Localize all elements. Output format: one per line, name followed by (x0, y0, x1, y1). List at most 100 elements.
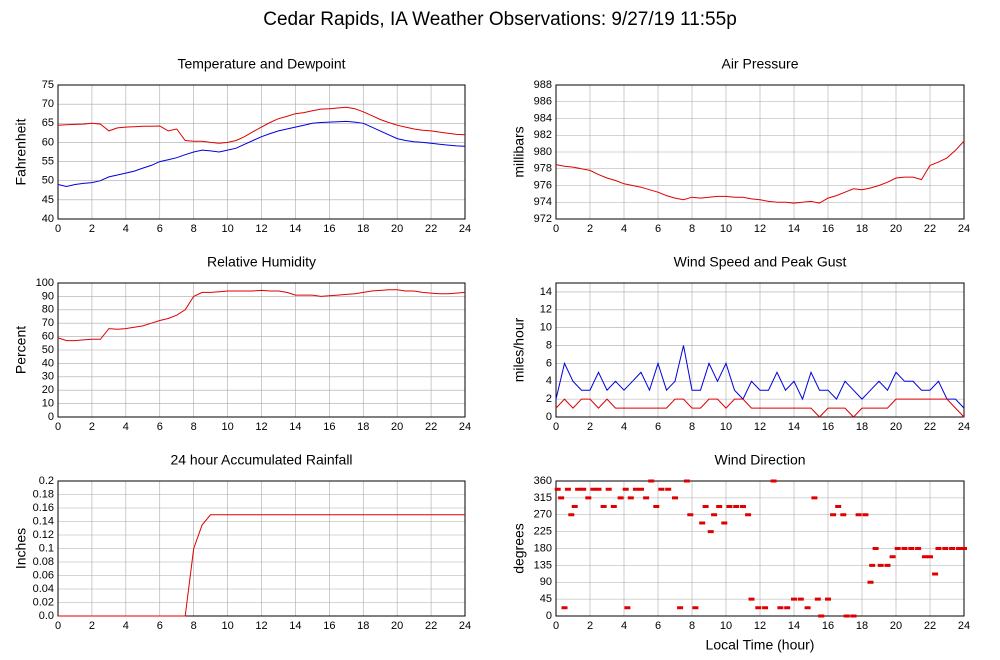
data-point (777, 606, 784, 610)
y-tick-label: 6 (546, 357, 552, 369)
data-point (638, 487, 644, 491)
panel-title: Temperature and Dewpoint (177, 56, 345, 72)
x-tick-label: 4 (123, 421, 129, 433)
data-point (627, 496, 634, 500)
data-point (665, 487, 672, 491)
x-tick-label: 6 (655, 620, 661, 632)
y-tick-label: 0.04 (33, 583, 54, 595)
data-point (683, 479, 690, 483)
y-tick-label: 4 (546, 375, 552, 387)
data-point (814, 597, 821, 601)
x-tick-label: 0 (553, 620, 559, 632)
x-tick-label: 4 (621, 223, 627, 235)
x-tick-label: 6 (157, 223, 163, 235)
y-tick-label: 100 (36, 277, 54, 289)
y-tick-label: 0.1 (39, 542, 54, 554)
data-point (745, 513, 752, 517)
y-tick-label: 0.12 (33, 529, 54, 541)
x-tick-label: 14 (788, 223, 800, 235)
x-tick-label: 10 (221, 620, 233, 632)
x-tick-label: 22 (425, 421, 437, 433)
data-point (770, 479, 777, 483)
y-axis-label: millibars (511, 126, 527, 177)
x-tick-label: 2 (89, 620, 95, 632)
data-point (932, 572, 939, 576)
data-point (762, 606, 769, 610)
x-tick-label: 16 (822, 620, 834, 632)
y-tick-label: 982 (534, 129, 552, 141)
y-tick-label: 0 (48, 411, 54, 423)
data-point (740, 505, 746, 508)
y-tick-label: 14 (540, 286, 552, 298)
x-tick-label: 18 (357, 223, 369, 235)
data-point (692, 606, 699, 610)
y-tick-label: 980 (534, 146, 552, 158)
x-tick-label: 10 (221, 223, 233, 235)
x-tick-label: 18 (357, 620, 369, 632)
data-point (580, 487, 587, 491)
data-point (687, 513, 694, 517)
data-point (707, 530, 714, 534)
page-title: Cedar Rapids, IA Weather Observations: 9… (263, 9, 737, 30)
x-tick-label: 20 (890, 421, 902, 433)
data-point (818, 614, 825, 618)
y-tick-label: 45 (540, 593, 552, 605)
y-tick-label: 988 (534, 79, 552, 91)
y-tick-label: 986 (534, 96, 552, 108)
y-tick-label: 0.16 (33, 502, 54, 514)
data-point (927, 555, 933, 559)
y-tick-label: 0.02 (33, 596, 54, 608)
y-axis-label: degrees (511, 523, 527, 574)
y-tick-label: 0.08 (33, 556, 54, 568)
y-axis-label: Inches (13, 528, 29, 569)
y-tick-label: 40 (42, 213, 54, 225)
x-tick-label: 6 (157, 620, 163, 632)
y-tick-label: 0 (546, 610, 552, 622)
y-axis-label: miles/hour (511, 317, 527, 382)
data-point (869, 563, 876, 567)
data-point (894, 547, 901, 550)
x-tick-label: 20 (890, 223, 902, 235)
y-tick-label: 0.18 (33, 488, 54, 500)
data-point (595, 487, 602, 491)
y-tick-label: 65 (42, 117, 54, 129)
y-tick-label: 55 (42, 155, 54, 167)
data-line (555, 398, 965, 418)
data-point (554, 487, 561, 491)
data-point (843, 614, 850, 618)
data-point (862, 513, 869, 517)
data-point (622, 487, 629, 491)
data-point (804, 606, 811, 610)
data-point (872, 547, 879, 550)
data-point (830, 513, 837, 517)
data-point (648, 479, 655, 483)
y-tick-label: 135 (534, 559, 552, 571)
y-tick-label: 90 (42, 290, 54, 302)
x-tick-label: 0 (553, 223, 559, 235)
data-point (784, 606, 791, 610)
data-point (726, 505, 733, 508)
data-point (711, 513, 718, 517)
data-point (699, 521, 706, 525)
data-point (755, 606, 762, 610)
y-tick-label: 40 (42, 357, 54, 369)
x-tick-label: 16 (822, 223, 834, 235)
x-tick-label: 8 (191, 223, 197, 235)
data-point (568, 513, 575, 517)
x-tick-label: 20 (391, 620, 403, 632)
x-tick-label: 6 (655, 223, 661, 235)
x-tick-label: 2 (587, 620, 593, 632)
data-point (643, 496, 650, 500)
data-point (585, 496, 592, 500)
data-point (721, 521, 728, 525)
data-point (850, 614, 857, 618)
data-line (57, 120, 466, 188)
panel-title: Wind Speed and Peak Gust (674, 254, 847, 270)
x-tick-label: 24 (958, 223, 970, 235)
y-tick-label: 60 (42, 136, 54, 148)
data-point (811, 496, 818, 500)
data-point (677, 606, 684, 610)
x-tick-label: 22 (924, 620, 936, 632)
x-tick-label: 8 (191, 421, 197, 433)
